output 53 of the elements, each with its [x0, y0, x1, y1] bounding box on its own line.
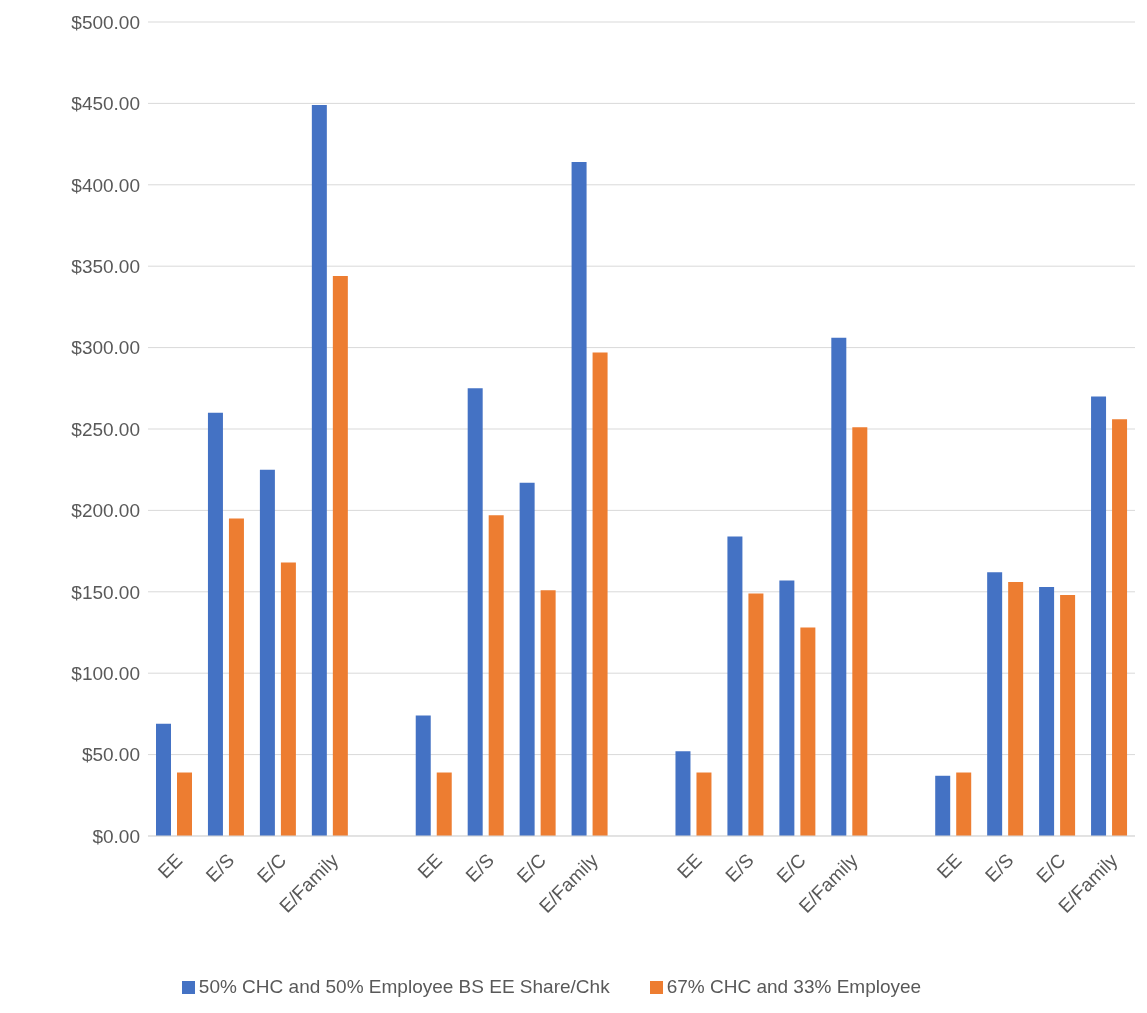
bar — [1060, 595, 1076, 836]
bar — [696, 772, 712, 836]
bar — [228, 518, 244, 836]
bar — [571, 162, 587, 836]
bar — [779, 580, 795, 836]
bar — [156, 723, 171, 836]
y-tick-label: $300.00 — [71, 337, 140, 359]
y-tick-label: $150.00 — [71, 581, 140, 603]
x-tick-label: E/S — [981, 849, 1018, 887]
x-tick-label: E/S — [721, 849, 758, 887]
x-tick-label: E/S — [201, 849, 239, 887]
bar — [540, 590, 556, 836]
bar — [935, 775, 951, 836]
bar — [675, 751, 691, 836]
bar — [177, 772, 192, 836]
bar — [987, 572, 1003, 836]
y-tick-label: $350.00 — [71, 255, 140, 277]
y-tick-label: $50.00 — [81, 744, 140, 766]
bar — [748, 593, 764, 836]
bar — [1039, 586, 1055, 836]
bar — [852, 427, 868, 836]
x-tick-label: EE — [153, 849, 187, 883]
bar — [332, 275, 348, 836]
y-tick-label: $250.00 — [71, 418, 140, 440]
bar — [592, 352, 608, 836]
bar — [280, 562, 296, 836]
y-tick-label: $0.00 — [92, 825, 140, 847]
bar — [519, 482, 535, 836]
bar — [956, 772, 972, 836]
x-tick-label: EE — [413, 849, 447, 883]
bar — [488, 515, 504, 836]
bar — [259, 469, 275, 836]
y-tick-label: $400.00 — [71, 174, 140, 196]
x-tick-label: EE — [932, 849, 966, 883]
x-tick-label: E/S — [461, 849, 499, 887]
bar — [207, 412, 223, 836]
bar — [1091, 396, 1107, 836]
y-tick-label: $200.00 — [71, 500, 140, 522]
y-tick-label: $450.00 — [71, 93, 140, 115]
bar — [415, 715, 431, 836]
bar — [1008, 582, 1024, 836]
bar — [800, 627, 816, 836]
y-tick-label: $500.00 — [71, 11, 140, 33]
bar — [727, 536, 743, 836]
bar — [467, 388, 483, 836]
bar — [311, 105, 327, 836]
bar — [1112, 419, 1128, 836]
bar — [436, 772, 452, 836]
y-tick-label: $100.00 — [71, 662, 140, 684]
legend-label: 50% CHC and 50% Employee BS EE Share/Chk — [198, 976, 610, 997]
x-tick-label: EE — [673, 849, 706, 883]
legend-label: 67% CHC and 33% Employee — [666, 976, 922, 997]
bar — [831, 337, 847, 836]
